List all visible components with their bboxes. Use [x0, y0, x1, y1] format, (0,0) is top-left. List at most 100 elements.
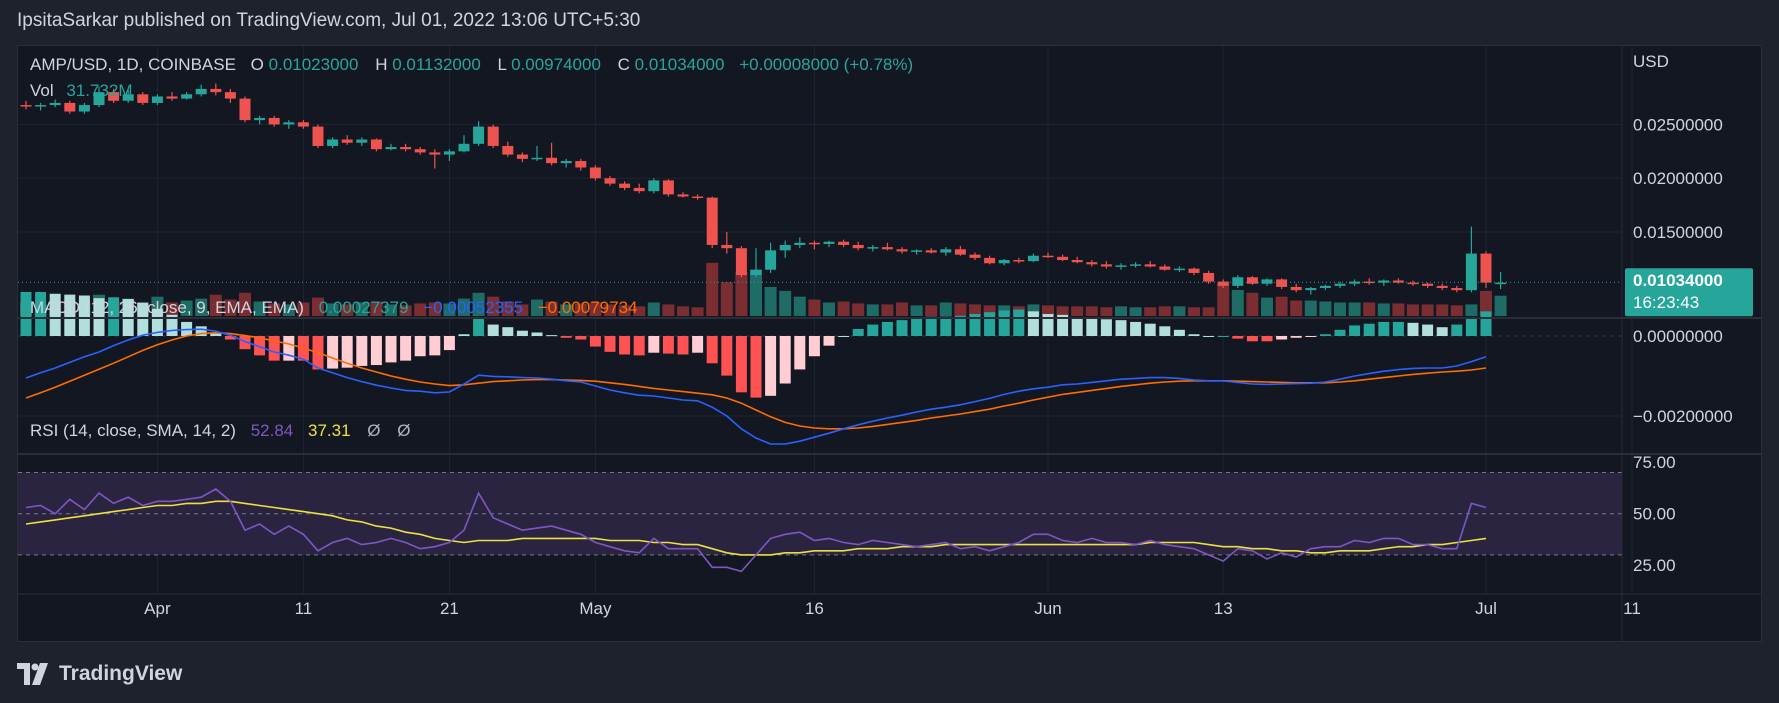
macd-histogram-bar — [64, 294, 76, 336]
macd-histogram-bar — [1188, 334, 1200, 336]
legend-low-label: L — [498, 55, 507, 74]
candle-body — [1451, 288, 1463, 291]
volume-bar — [837, 301, 850, 316]
candle-body — [239, 98, 251, 121]
volume-bar — [531, 299, 543, 316]
macd-histogram-bar — [516, 330, 528, 336]
volume-bar — [881, 304, 894, 316]
candle-body — [487, 126, 499, 146]
macd-histogram-bar — [750, 336, 762, 398]
volume-bar — [677, 306, 689, 316]
candle-body — [1232, 277, 1244, 286]
volume-bar — [954, 303, 967, 316]
macd-legend-signal: −0.00079734 — [538, 298, 638, 317]
volume-bar — [1246, 292, 1259, 316]
volume-bar — [1158, 306, 1171, 316]
candle-body — [502, 145, 514, 155]
volume-bar — [706, 262, 719, 316]
volume-bar — [385, 304, 397, 316]
macd-legend-hist: 0.00027379 — [319, 298, 409, 317]
candle-body — [1159, 266, 1171, 270]
macd-histogram-bar — [794, 336, 806, 370]
candle-body — [473, 126, 485, 144]
volume-bar — [823, 302, 835, 316]
legend-symbol[interactable]: AMP/USD, 1D, COINBASE — [30, 55, 236, 74]
volume-bar — [239, 292, 251, 316]
time-tick-2: 21 — [440, 599, 459, 618]
volume-bar — [969, 304, 981, 316]
candle-body — [838, 241, 850, 245]
time-tick-4: 16 — [805, 599, 824, 618]
candle-body — [297, 122, 309, 127]
macd-histogram-bar — [940, 316, 952, 336]
candle-body — [327, 139, 339, 146]
candle-body — [1319, 285, 1331, 289]
macd-histogram-bar — [166, 314, 178, 336]
bar-countdown: 16:23:43 — [1633, 293, 1699, 312]
publisher-header: IpsitaSarkar published on TradingView.co… — [17, 10, 641, 31]
macd-histogram-bar — [1363, 323, 1375, 336]
volume-bar — [443, 303, 456, 316]
legend-close-value: 0.01034000 — [635, 55, 725, 74]
macd-histogram-bar — [1217, 336, 1229, 337]
candle-body — [1290, 286, 1302, 291]
currency-label: USD — [1633, 52, 1669, 71]
candle-body — [1042, 255, 1054, 258]
volume-bar — [925, 305, 938, 316]
volume-legend: Vol 31.732M — [30, 81, 133, 100]
macd-legend-name[interactable]: MACD (12, 26, close, 9, EMA, EMA) — [30, 298, 304, 317]
macd-histogram-bar — [195, 326, 207, 336]
candle-body — [896, 249, 908, 252]
candle-body — [1057, 256, 1069, 261]
volume-bar — [1217, 283, 1230, 316]
candle-body — [64, 102, 76, 112]
macd-histogram-bar — [911, 317, 923, 336]
time-axis[interactable]: Apr 11 21 May 16 Jun 13 Jul 11 — [144, 599, 1641, 618]
volume-bar — [209, 294, 222, 316]
candle-body — [1276, 279, 1288, 287]
macd-histogram-bar — [1203, 336, 1215, 337]
macd-histogram-bar — [356, 336, 368, 366]
volume-bar — [1275, 296, 1288, 316]
price-tick-1: 0.02000000 — [1633, 169, 1723, 188]
macd-histogram-bar — [151, 308, 163, 336]
volume-bar — [1071, 306, 1084, 316]
candle-body — [283, 122, 295, 125]
candle-body — [589, 167, 601, 179]
price-axis[interactable]: 0.02500000 0.02000000 0.01500000 0.00000000… — [1633, 115, 1733, 575]
candle-body — [254, 117, 266, 121]
candle-body — [1261, 279, 1273, 284]
chart-canvas[interactable]: 0.02500000 0.02000000 0.01500000 0.00000000… — [18, 46, 1761, 641]
volume-bar — [793, 296, 806, 316]
macd-histogram-bar — [619, 336, 631, 355]
volume-bar — [1392, 303, 1405, 316]
macd-histogram-bar — [735, 336, 747, 393]
rsi-legend-name[interactable]: RSI (14, close, SMA, 14, 2) — [30, 421, 236, 440]
candle-body — [911, 250, 923, 252]
tradingview-footer[interactable]: TradingView — [17, 662, 182, 686]
candle-body — [195, 88, 207, 95]
candle-body — [93, 92, 105, 106]
macd-histogram-bar — [1451, 324, 1463, 336]
volume-bar — [516, 304, 529, 316]
volume-bar — [574, 303, 587, 316]
macd-histogram-bar — [1246, 336, 1258, 342]
volume-legend-label[interactable]: Vol — [30, 81, 54, 100]
macd-histogram-bar — [1319, 334, 1331, 336]
volume-bar — [691, 307, 704, 316]
candle-body — [735, 248, 747, 276]
macd-histogram-bar — [1436, 327, 1448, 336]
time-tick-7: Jul — [1475, 599, 1497, 618]
candle-body — [166, 96, 178, 99]
macd-histogram-bar — [487, 324, 499, 336]
macd-histogram-bar — [765, 336, 777, 396]
rsi-tick-0: 75.00 — [1633, 453, 1676, 472]
macd-histogram-bar — [589, 336, 601, 347]
macd-signal-line — [25, 331, 1487, 430]
candle-body — [1071, 260, 1083, 263]
candle-body — [108, 92, 120, 101]
chart-frame[interactable]: 0.02500000 0.02000000 0.01500000 0.00000000… — [17, 45, 1762, 642]
volume-bar — [428, 302, 441, 316]
volume-bar — [414, 303, 427, 316]
candle-body — [224, 92, 236, 99]
